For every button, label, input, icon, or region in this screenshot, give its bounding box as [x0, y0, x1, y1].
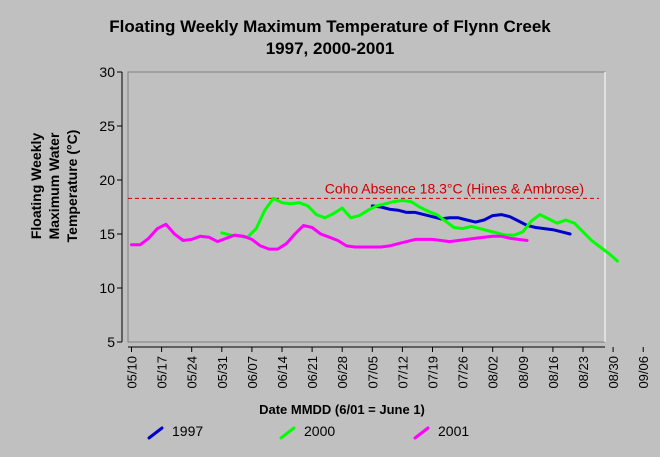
legend-label: 1997	[172, 423, 204, 439]
legend-label: 2001	[438, 423, 470, 439]
x-tick-label: 05/10	[125, 356, 140, 389]
x-tick-label: 07/05	[365, 356, 380, 389]
y-tick-label: 10	[99, 280, 115, 296]
series-line-1997	[370, 204, 572, 236]
chart-title: Floating Weekly Maximum Temperature of F…	[0, 16, 660, 60]
legend-swatch-line	[279, 426, 296, 440]
legend-swatch	[413, 426, 430, 440]
x-tick-label: 08/23	[576, 356, 591, 389]
legend-swatch	[147, 426, 164, 440]
y-axis-label-line: Floating Weekly	[28, 133, 44, 240]
series-line-2001	[130, 222, 529, 251]
chart-title-line2: 1997, 2000-2001	[265, 39, 395, 58]
x-tick-label: 06/14	[275, 356, 290, 389]
y-tick-label: 15	[99, 226, 115, 242]
x-tick-label: 08/09	[516, 356, 531, 389]
x-tick-label: 07/12	[395, 356, 410, 389]
legend-label: 2000	[304, 423, 336, 439]
y-tick-label: 30	[99, 64, 115, 80]
x-tick-label: 09/06	[636, 356, 651, 389]
x-tick-label: 06/28	[335, 356, 350, 389]
x-tick-label: 07/26	[456, 356, 471, 389]
chart-title-line1: Floating Weekly Maximum Temperature of F…	[109, 17, 551, 36]
coho-reference-label: Coho Absence 18.3°C (Hines & Ambrose)	[325, 180, 584, 196]
x-tick-label: 07/19	[426, 356, 441, 389]
x-tick-label: 06/07	[245, 356, 260, 389]
plot-area	[127, 71, 606, 343]
legend-swatch-line	[147, 426, 164, 440]
x-tick-label: 08/16	[546, 356, 561, 389]
y-tick-label: 25	[99, 118, 115, 134]
x-tick-label: 08/30	[606, 356, 621, 389]
x-axis-label: Date MMDD (6/01 = June 1)	[259, 402, 425, 417]
legend-swatch	[279, 426, 296, 440]
x-tick-label: 05/24	[185, 356, 200, 389]
y-tick-label: 5	[107, 334, 115, 350]
series-line-2000	[220, 196, 619, 263]
x-tick-label: 05/17	[155, 356, 170, 389]
x-tick-label: 08/02	[486, 356, 501, 389]
y-axis-label-line: Temperature (°C)	[64, 130, 80, 243]
x-tick-label: 05/31	[215, 356, 230, 389]
y-tick-label: 20	[99, 172, 115, 188]
x-tick-label: 06/21	[305, 356, 320, 389]
y-axis-label-line: Maximum Water	[46, 132, 62, 239]
legend-swatch-line	[413, 426, 430, 440]
